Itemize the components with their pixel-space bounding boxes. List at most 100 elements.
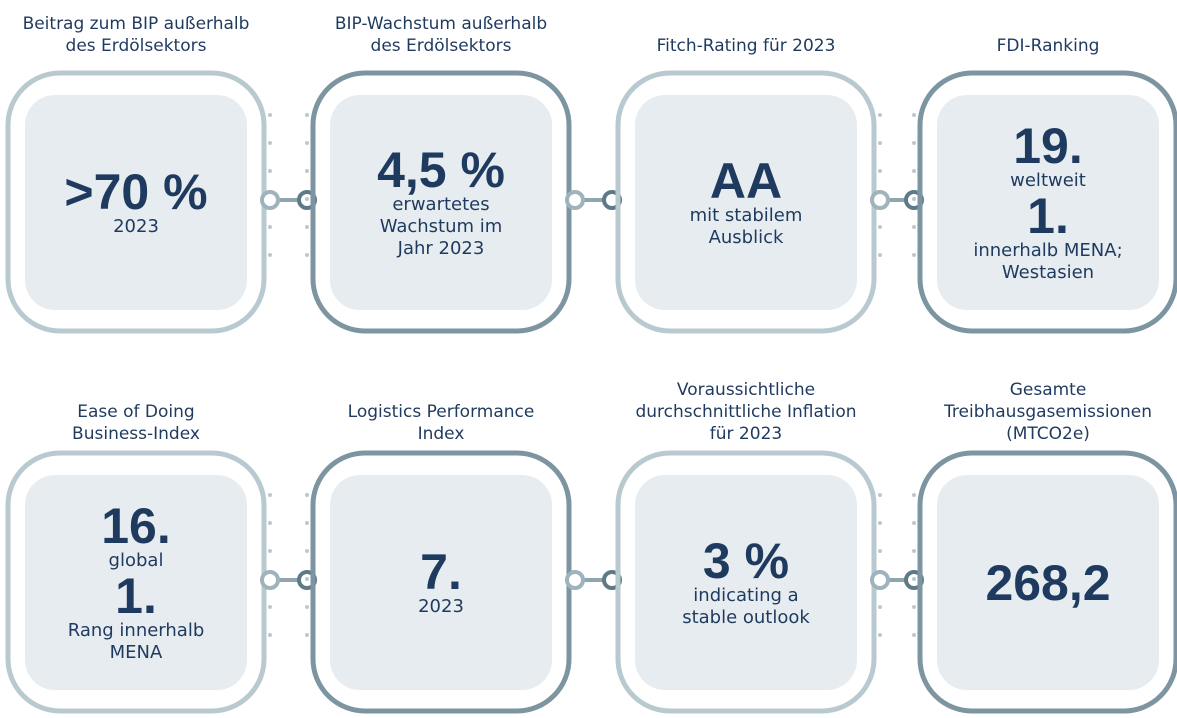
card-frame bbox=[917, 70, 1177, 334]
caption-line: Ease of Doing bbox=[77, 402, 195, 422]
card-box bbox=[330, 475, 552, 690]
card-caption: Beitrag zum BIP außerhalb des Erdölsektor… bbox=[0, 13, 286, 57]
caption-line: (MTCO2e) bbox=[1006, 424, 1090, 444]
dot bbox=[305, 521, 309, 525]
caption-line: Beitrag zum BIP außerhalb bbox=[22, 14, 250, 34]
card-note: Rang innerhalb bbox=[67, 619, 205, 641]
dot bbox=[268, 605, 272, 609]
card-caption: Gesamte Treibhausgasemissionen (MTCO2e) bbox=[898, 379, 1177, 445]
card-note: erwartetes bbox=[392, 193, 490, 215]
caption-line: Index bbox=[417, 424, 465, 444]
dot bbox=[268, 549, 272, 553]
dot bbox=[878, 633, 882, 637]
dot bbox=[912, 633, 916, 637]
card-note: mit stabilem bbox=[689, 204, 803, 226]
dot bbox=[912, 141, 916, 145]
dot bbox=[912, 521, 916, 525]
card-note: innerhalb MENA; bbox=[973, 239, 1123, 261]
card-content: >70 % 2023 bbox=[25, 95, 247, 310]
card-note: Wachstum im bbox=[379, 215, 503, 237]
card-value: 7. bbox=[420, 543, 462, 600]
caption-line: BIP-Wachstum außerhalb bbox=[334, 14, 548, 34]
dot bbox=[305, 577, 309, 581]
connector-node bbox=[260, 190, 280, 210]
caption-line: durchschnittliche Inflation bbox=[635, 402, 857, 422]
caption-line: für 2023 bbox=[709, 424, 783, 444]
card-caption: Ease of Doing Business-Index bbox=[0, 401, 286, 445]
dot bbox=[878, 113, 882, 117]
card-value: >70 % bbox=[64, 163, 208, 220]
dot bbox=[305, 605, 309, 609]
dot bbox=[305, 169, 309, 173]
card-value: 268,2 bbox=[985, 554, 1111, 611]
dot bbox=[268, 493, 272, 497]
dot bbox=[878, 141, 882, 145]
caption-line: Voraussichtliche bbox=[676, 380, 816, 400]
card-caption: Fitch-Rating für 2023 bbox=[596, 35, 896, 57]
card-value: 1. bbox=[115, 567, 157, 624]
caption-line: des Erdölsektors bbox=[370, 36, 512, 56]
dot bbox=[268, 253, 272, 257]
card-note: Jahr 2023 bbox=[397, 237, 485, 259]
dot bbox=[305, 493, 309, 497]
card-value: 4,5 % bbox=[377, 141, 505, 198]
dot bbox=[268, 141, 272, 145]
card-content: 268,2 bbox=[937, 475, 1159, 690]
card-note: stable outlook bbox=[682, 606, 810, 628]
card-box bbox=[635, 95, 857, 310]
card-content: 7. 2023 bbox=[330, 475, 552, 690]
card-value: 1. bbox=[1027, 187, 1069, 244]
card-content: 16. global 1. Rang innerhalb MENA bbox=[25, 475, 247, 690]
card-caption: Logistics Performance Index bbox=[291, 401, 591, 445]
card-content: AA mit stabilem Ausblick bbox=[635, 95, 857, 310]
card-frame bbox=[917, 450, 1177, 714]
caption-line: Gesamte bbox=[1009, 380, 1087, 400]
card-note: Ausblick bbox=[708, 226, 784, 248]
caption-line: des Erdölsektors bbox=[65, 36, 207, 56]
card-box bbox=[25, 475, 247, 690]
dot bbox=[912, 605, 916, 609]
card-note: weltweit bbox=[1010, 169, 1086, 191]
caption-line: FDI-Ranking bbox=[996, 36, 1100, 56]
dot bbox=[912, 577, 916, 581]
card-caption: Voraussichtliche durchschnittliche Inflat… bbox=[596, 379, 896, 445]
card-value: 19. bbox=[1013, 117, 1083, 174]
connector-node bbox=[260, 570, 280, 590]
dot bbox=[912, 549, 916, 553]
connector-node bbox=[870, 570, 890, 590]
card-value: AA bbox=[709, 152, 783, 209]
connector-node bbox=[565, 570, 585, 590]
caption-line: Treibhausgasemissionen bbox=[944, 402, 1152, 422]
card-value: 16. bbox=[101, 497, 171, 554]
dot bbox=[305, 549, 309, 553]
connector-node bbox=[565, 190, 585, 210]
card-box bbox=[635, 475, 857, 690]
dot bbox=[912, 225, 916, 229]
dot bbox=[878, 605, 882, 609]
dot bbox=[305, 113, 309, 117]
dot bbox=[305, 141, 309, 145]
dot bbox=[912, 253, 916, 257]
dot bbox=[305, 633, 309, 637]
card-value: 3 % bbox=[702, 532, 790, 589]
caption-line: Business-Index bbox=[72, 424, 200, 444]
dot bbox=[878, 521, 882, 525]
card-box bbox=[25, 95, 247, 310]
card-note: indicating a bbox=[693, 584, 799, 606]
card-note: 2023 bbox=[418, 595, 464, 617]
card-caption: BIP-Wachstum außerhalb des Erdölsektors bbox=[291, 13, 591, 57]
card-note: 2023 bbox=[113, 215, 159, 237]
dot bbox=[878, 493, 882, 497]
dot bbox=[878, 169, 882, 173]
card-box bbox=[330, 95, 552, 310]
dot bbox=[305, 253, 309, 257]
dot bbox=[268, 113, 272, 117]
connector-node bbox=[870, 190, 890, 210]
card-note: global bbox=[108, 549, 164, 571]
dot bbox=[305, 225, 309, 229]
card-content: 3 % indicating a stable outlook bbox=[635, 475, 857, 690]
dot bbox=[878, 225, 882, 229]
card-note: MENA bbox=[109, 641, 163, 663]
dot bbox=[912, 197, 916, 201]
